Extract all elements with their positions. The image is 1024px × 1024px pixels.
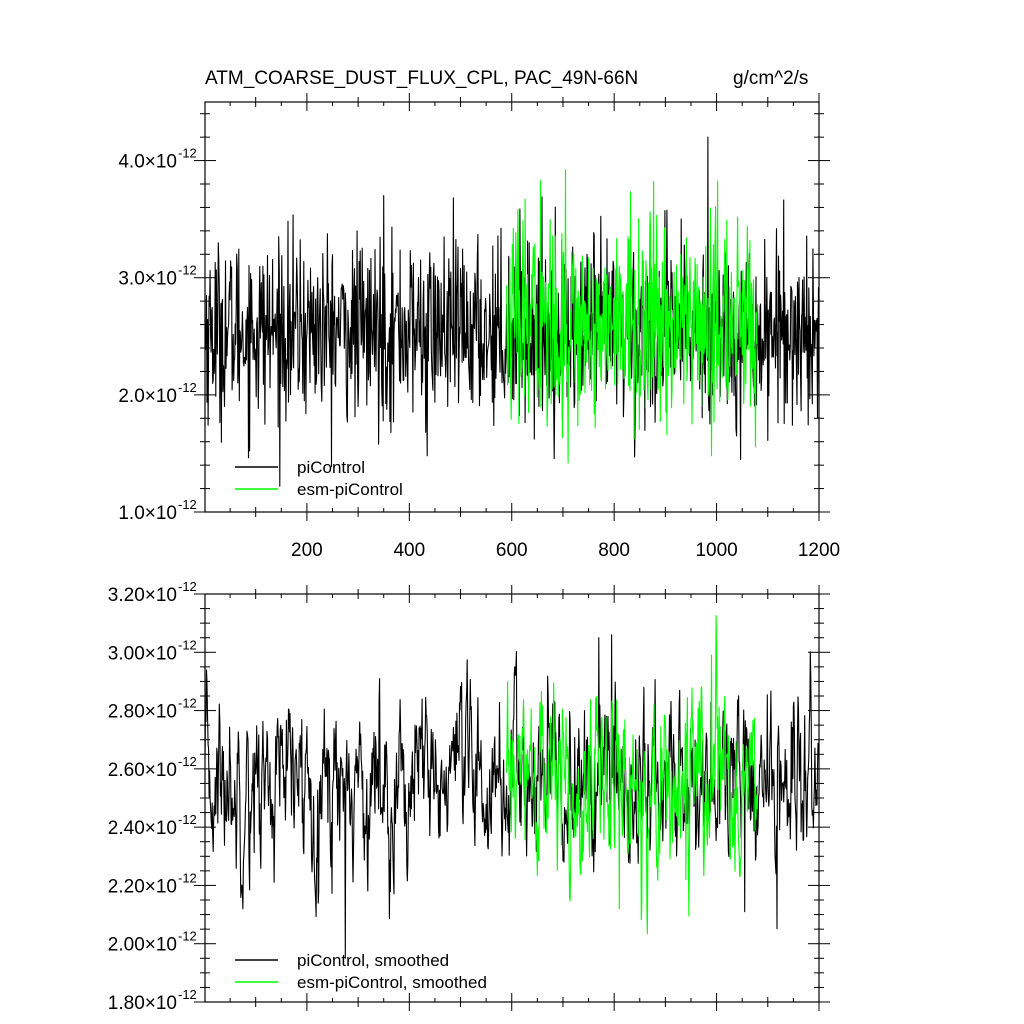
y-tick-label: 1.80×10 (108, 993, 177, 1014)
y-tick-mantissa: 2.60×10 (108, 760, 177, 781)
y-tick-label: 1.0×10 (118, 503, 177, 524)
y-tick-mantissa: 2.80×10 (108, 702, 177, 723)
y-tick-exponent: -12 (178, 987, 197, 1002)
y-tick-mantissa: 2.20×10 (108, 876, 177, 897)
series-line-esm-picontrol (506, 169, 759, 464)
y-tick-label: 2.40×10 (108, 818, 177, 839)
x-tick-label: 200 (291, 540, 323, 561)
bottom-legend: piControl, smoothed esm-piControl, smooth… (235, 951, 487, 992)
y-tick-exponent: -12 (178, 870, 197, 885)
y-tick-mantissa: 2.00×10 (108, 935, 177, 956)
legend-label: esm-piControl, smoothed (297, 973, 487, 992)
y-tick-label: 3.0×10 (118, 269, 177, 290)
bottom-panel: 1.80×10 -122.00×10 -122.20×10 -122.40×10 -12… (108, 579, 830, 1014)
y-tick-mantissa: 1.80×10 (108, 993, 177, 1014)
top-x-tick-labels: 200 400 600 800 1000 1200 (291, 540, 840, 561)
bottom-y-tick-labels: 1.80×10 -122.00×10 -122.20×10 -122.40×10 -12… (108, 579, 197, 1014)
x-tick-label: 800 (598, 540, 630, 561)
legend-label: esm-piControl (297, 480, 403, 499)
y-tick-mantissa: 3.00×10 (108, 643, 177, 664)
bottom-series-layer (204, 615, 820, 959)
top-panel: 1.0×10 -122.0×10 -123.0×10 -124.0×10 -12 200… (118, 93, 840, 561)
y-tick-mantissa: 4.0×10 (118, 152, 177, 173)
y-tick-exponent: -12 (178, 812, 197, 827)
y-tick-label: 2.00×10 (108, 935, 177, 956)
y-tick-exponent: -12 (178, 146, 197, 161)
y-tick-mantissa: 1.0×10 (118, 503, 177, 524)
legend-label: piControl, smoothed (297, 951, 449, 970)
x-tick-label: 400 (393, 540, 425, 561)
y-tick-exponent: -12 (178, 579, 197, 594)
series-line-esm-picontrol (506, 615, 759, 935)
y-tick-exponent: -12 (178, 754, 197, 769)
y-tick-label: 3.20×10 (108, 585, 177, 606)
top-series-layer (204, 136, 820, 487)
y-tick-label: 4.0×10 (118, 152, 177, 173)
legend-label: piControl (297, 458, 365, 477)
x-tick-label: 1000 (695, 540, 737, 561)
y-tick-mantissa: 2.0×10 (118, 386, 177, 407)
y-tick-label: 2.20×10 (108, 876, 177, 897)
y-tick-label: 2.80×10 (108, 702, 177, 723)
x-tick-label: 600 (496, 540, 528, 561)
y-tick-mantissa: 3.20×10 (108, 585, 177, 606)
y-tick-exponent: -12 (178, 696, 197, 711)
y-tick-mantissa: 3.0×10 (118, 269, 177, 290)
y-tick-exponent: -12 (178, 497, 197, 512)
chart-title: ATM_COARSE_DUST_FLUX_CPL, PAC_49N-66N (205, 68, 638, 89)
chart-units: g/cm^2/s (733, 68, 808, 89)
y-tick-label: 2.60×10 (108, 760, 177, 781)
top-tick-marks (194, 93, 830, 521)
top-legend: piControl esm-piControl (235, 458, 403, 499)
top-y-tick-labels: 1.0×10 -122.0×10 -123.0×10 -124.0×10 -12 (118, 146, 196, 524)
x-tick-label: 1200 (798, 540, 840, 561)
y-tick-label: 3.00×10 (108, 643, 177, 664)
y-tick-exponent: -12 (178, 637, 197, 652)
bottom-tick-marks (194, 585, 830, 1011)
y-tick-mantissa: 2.40×10 (108, 818, 177, 839)
y-tick-exponent: -12 (178, 929, 197, 944)
y-tick-exponent: -12 (178, 380, 197, 395)
y-tick-label: 2.0×10 (118, 386, 177, 407)
y-tick-exponent: -12 (178, 263, 197, 278)
